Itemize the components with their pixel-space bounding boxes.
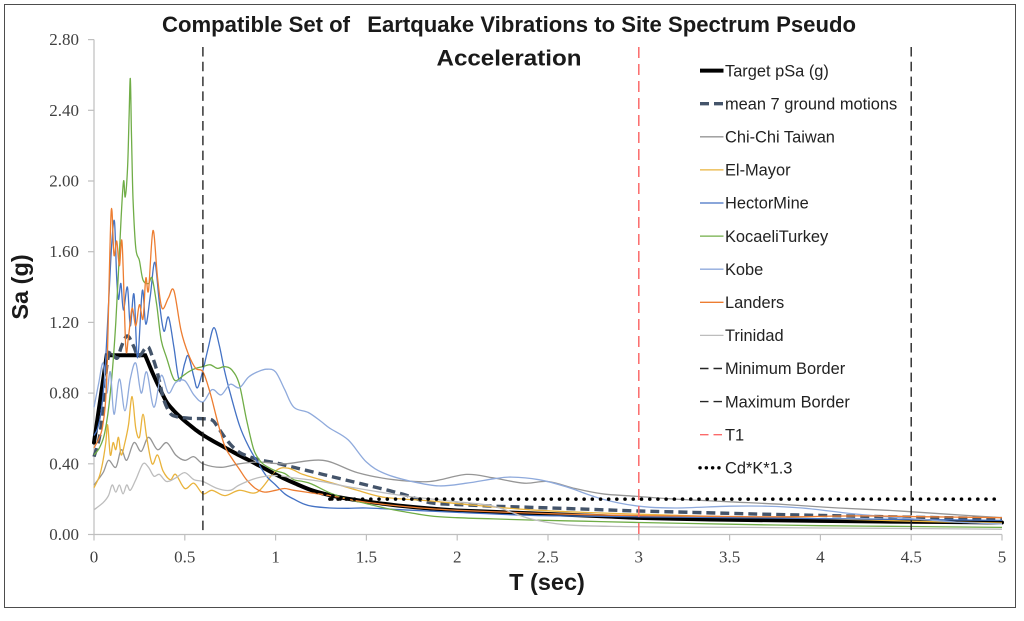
svg-text:2.40: 2.40 <box>49 101 79 120</box>
svg-text:2: 2 <box>453 548 462 567</box>
svg-text:1: 1 <box>271 548 280 567</box>
svg-text:4.5: 4.5 <box>901 548 922 567</box>
svg-text:Chi-Chi Taiwan: Chi-Chi Taiwan <box>725 129 835 147</box>
svg-text:Landers: Landers <box>725 294 784 312</box>
svg-text:4: 4 <box>816 548 825 567</box>
svg-text:T (sec): T (sec) <box>509 569 585 595</box>
svg-text:Kobe: Kobe <box>725 261 763 279</box>
svg-text:0.40: 0.40 <box>49 454 79 473</box>
svg-text:Trinidad: Trinidad <box>725 327 784 345</box>
svg-text:3.5: 3.5 <box>719 548 740 567</box>
svg-text:1.5: 1.5 <box>356 548 377 567</box>
svg-text:mean 7 ground motions: mean 7 ground motions <box>725 95 897 113</box>
svg-text:3: 3 <box>635 548 644 567</box>
svg-text:0: 0 <box>90 548 99 567</box>
svg-text:1.20: 1.20 <box>49 313 79 332</box>
svg-text:T1: T1 <box>725 426 744 444</box>
svg-text:HectorMine: HectorMine <box>725 195 809 213</box>
svg-text:2.80: 2.80 <box>49 30 79 49</box>
svg-text:Maximum Border: Maximum Border <box>725 393 850 411</box>
svg-text:5: 5 <box>998 548 1007 567</box>
svg-text:Compatible Set of Eartquake V: Compatible Set of Eartquake Vibrations t… <box>162 12 856 37</box>
svg-text:0.5: 0.5 <box>174 548 195 567</box>
svg-text:0.00: 0.00 <box>49 525 79 544</box>
svg-text:KocaeliTurkey: KocaeliTurkey <box>725 228 829 246</box>
svg-text:Target pSa (g): Target pSa (g) <box>725 62 829 80</box>
svg-text:2.00: 2.00 <box>49 172 79 191</box>
svg-text:El-Mayor: El-Mayor <box>725 162 791 180</box>
svg-text:2.5: 2.5 <box>537 548 558 567</box>
svg-text:Sa (g): Sa (g) <box>7 254 33 319</box>
svg-text:Minimum Border: Minimum Border <box>725 360 846 378</box>
svg-text:Acceleration: Acceleration <box>437 46 582 71</box>
svg-text:1.60: 1.60 <box>49 242 79 261</box>
svg-text:0.80: 0.80 <box>49 384 79 403</box>
svg-text:Cd*K*1.3: Cd*K*1.3 <box>725 460 792 478</box>
